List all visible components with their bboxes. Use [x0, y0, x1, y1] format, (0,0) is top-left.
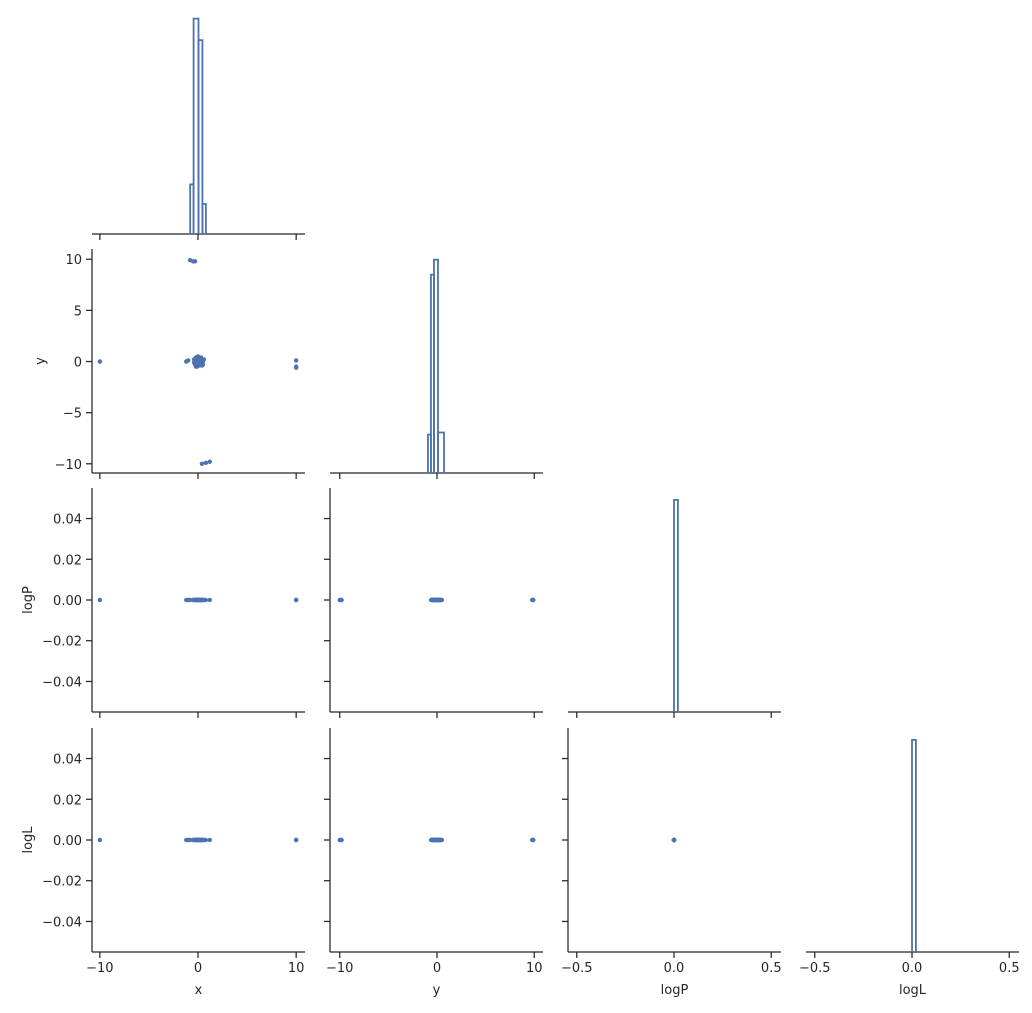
histogram-bin — [673, 498, 679, 712]
scatter-point — [530, 597, 535, 603]
scatter-point — [201, 837, 207, 843]
scatter-point — [203, 460, 209, 465]
x-tick-label: 10 — [288, 961, 305, 976]
histogram-bin — [437, 431, 445, 473]
scatter-point — [201, 597, 207, 603]
scatter-point — [199, 461, 205, 466]
x-tick-label: 0 — [194, 961, 202, 976]
scatter-point — [97, 359, 103, 364]
scatter-point — [193, 597, 199, 603]
y-tick-label: 0.04 — [53, 753, 82, 768]
scatter-point — [207, 459, 212, 464]
scatter-point — [197, 837, 203, 843]
x-tick-label: 0.5 — [761, 961, 782, 976]
scatter-point — [431, 837, 437, 843]
scatter-point — [193, 364, 199, 369]
scatter-point — [293, 358, 299, 363]
y-tick-label: −0.02 — [42, 635, 82, 650]
scatter-point — [97, 837, 103, 843]
y-axis-label: logL — [21, 826, 36, 854]
scatter-point — [192, 259, 198, 264]
scatter-point — [435, 597, 441, 603]
x-tick-label: 0 — [433, 961, 441, 976]
scatter-point — [193, 358, 199, 363]
y-tick-label: −10 — [55, 458, 82, 473]
y-tick-label: 0 — [74, 356, 82, 371]
histogram-bin — [201, 202, 207, 234]
y-tick-label: 0.02 — [53, 793, 82, 808]
y-tick-label: −0.04 — [42, 675, 82, 690]
y-tick-label: 0.00 — [53, 834, 82, 849]
scatter-point — [431, 597, 437, 603]
histogram-bin — [911, 738, 917, 952]
y-tick-label: 0.00 — [53, 594, 82, 609]
y-tick-label: 0.04 — [53, 513, 82, 528]
scatter-point — [97, 597, 103, 603]
y-tick-label: −5 — [63, 407, 82, 422]
x-tick-label: −0.5 — [799, 961, 831, 976]
x-tick-label: −0.5 — [561, 961, 593, 976]
y-tick-label: 5 — [74, 304, 82, 319]
scatter-point — [293, 837, 299, 843]
scatter-point — [184, 359, 189, 364]
scatter-point — [197, 597, 203, 603]
x-axis-label: logL — [899, 983, 927, 998]
scatter-point — [293, 597, 299, 603]
scatter-point — [193, 837, 199, 843]
y-axis-label: logP — [21, 586, 36, 614]
x-tick-label: 10 — [526, 961, 543, 976]
scatter-point — [201, 357, 207, 362]
histogram-bin — [433, 258, 439, 473]
scatter-point — [184, 837, 189, 843]
scatter-point — [339, 597, 344, 603]
x-axis-label: y — [433, 983, 441, 998]
scatter-point — [197, 362, 203, 367]
scatter-point — [207, 597, 212, 603]
y-tick-label: 0.02 — [53, 553, 82, 568]
x-tick-label: −10 — [86, 961, 113, 976]
x-tick-label: 0.5 — [999, 961, 1020, 976]
scatter-point — [435, 837, 441, 843]
y-axis-label: y — [34, 357, 49, 365]
scatter-point — [184, 597, 189, 603]
scatter-point — [293, 365, 299, 370]
y-tick-label: 10 — [65, 253, 82, 268]
x-axis-label: logP — [661, 983, 689, 998]
x-tick-label: −10 — [326, 961, 353, 976]
x-tick-label: 0.0 — [902, 961, 923, 976]
y-tick-label: −0.02 — [42, 875, 82, 890]
scatter-point — [207, 837, 212, 843]
scatter-point — [530, 837, 535, 843]
x-axis-label: x — [195, 983, 203, 998]
scatter-point — [339, 837, 344, 843]
x-tick-label: 0.0 — [664, 961, 685, 976]
scatter-point — [671, 837, 677, 843]
y-tick-label: −0.04 — [42, 915, 82, 930]
histogram-bin — [197, 39, 204, 234]
